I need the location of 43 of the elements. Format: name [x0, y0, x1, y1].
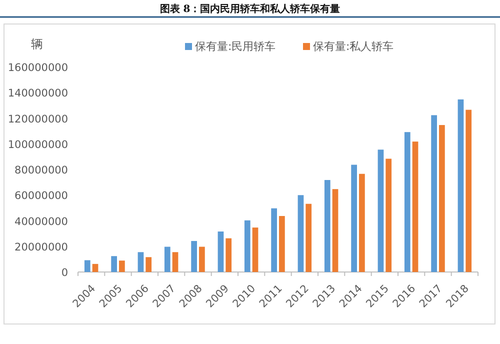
- bar: [359, 174, 365, 272]
- legend-label: 保有量:民用轿车: [195, 40, 276, 53]
- bar: [412, 142, 418, 272]
- bar: [191, 240, 197, 272]
- chart-title: 图表 8：国内民用轿车和私人轿车保有量: [160, 3, 340, 15]
- y-tick-label: 80000000: [14, 164, 68, 176]
- bar: [298, 195, 304, 272]
- y-tick-label: 120000000: [8, 113, 68, 126]
- bar: [324, 180, 330, 272]
- bar: [431, 115, 437, 272]
- y-tick-label: 20000000: [14, 241, 68, 254]
- bar: [466, 110, 472, 272]
- bar: [111, 256, 117, 272]
- y-tick-label: 60000000: [14, 190, 68, 202]
- bar: [279, 216, 285, 272]
- bar: [164, 246, 170, 272]
- bar: [218, 232, 224, 272]
- bar: [146, 257, 152, 272]
- bar: [332, 189, 338, 272]
- y-tick-label: 160000000: [8, 62, 68, 74]
- bar: [404, 132, 410, 272]
- bar: [458, 99, 464, 272]
- bar: [386, 158, 392, 272]
- legend-label: 保有量:私人轿车: [313, 40, 394, 53]
- bar: [252, 228, 258, 272]
- bar: [199, 246, 205, 272]
- bar: [306, 204, 312, 272]
- bar: [138, 252, 144, 272]
- y-tick-label: 140000000: [8, 88, 68, 100]
- y-tick-label: 100000000: [8, 138, 68, 151]
- bar: [172, 252, 178, 272]
- bar: [92, 264, 98, 272]
- y-tick-label: 40000000: [14, 216, 68, 228]
- y-axis-title: 辆: [31, 37, 43, 51]
- bar: [119, 260, 125, 272]
- bar: [244, 220, 250, 272]
- bar: [226, 238, 232, 272]
- bar: [84, 260, 90, 272]
- bar: [378, 150, 384, 272]
- y-tick-label: 0: [61, 267, 68, 279]
- bar: [439, 125, 445, 272]
- bar: [351, 164, 357, 272]
- bar: [271, 208, 277, 272]
